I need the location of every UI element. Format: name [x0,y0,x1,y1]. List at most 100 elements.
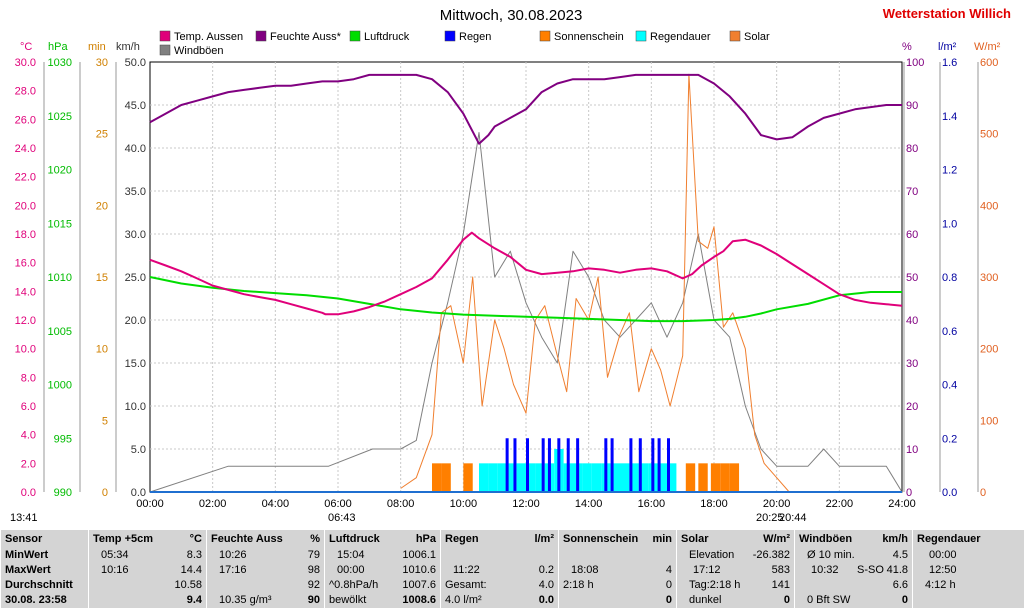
rain-tick-label: 0.8 [942,272,957,284]
wind-tick-label: 35.0 [125,186,146,198]
raind-head: Regendauer [917,533,981,545]
solar-state: dunkel [689,594,722,606]
wind-tick-label: 30.0 [125,229,146,241]
stats-title: Sensor [5,533,43,545]
wind-tick-label: 15.0 [125,358,146,370]
min-unit-label: min [88,41,106,53]
temp-tick-label: 0.0 [21,487,36,499]
temp-tick-label: 24.0 [15,143,36,155]
temp-tick-label: 20.0 [15,200,36,212]
min-tick-label: 5 [102,415,108,427]
legend-swatch [729,30,741,42]
solar-tick-label: 400 [980,200,998,212]
raindur-bar [526,463,536,492]
rain-tick-label: 0.2 [942,433,957,445]
series-feuchte [149,73,902,145]
solar-elev-label: Elevation [689,549,735,561]
rain-bar [576,438,580,492]
legend-label: Solar [744,31,770,43]
stats-max-label: MaxWert [5,564,51,576]
raindur-bar [657,463,667,492]
wind-tick-label: 50.0 [125,57,146,69]
raindur-bar [582,463,592,492]
wind-tick-label: 45.0 [125,100,146,112]
sunshine-bar [685,463,696,492]
press-current: 1008.6 [402,594,436,606]
rain-tick-label: 0.6 [942,326,957,338]
min-tick-label: 20 [96,200,108,212]
raindur-bar [667,463,677,492]
legend-swatch [444,30,456,42]
stats-col-temp: Temp +5cm °C 05:34 8.3 10:16 14.4 10.58 9.4 [88,530,206,608]
x-tick-label: 00:00 [136,498,164,510]
series-temp-aussen [149,231,903,316]
press-unit: hPa [415,533,436,545]
solar-tick-label: 500 [980,129,998,141]
solar-elev: -26.382 [752,549,790,561]
wind-max-dir: S-SO [857,564,884,576]
press-tick-label: 1005 [48,326,72,338]
legend-swatch [539,30,551,42]
raind-max: 12:50 [929,564,957,576]
temp-tick-label: 4.0 [21,430,36,442]
legend-swatch [255,30,267,42]
sunrise-time: 06:43 [328,512,356,524]
stats-col-sunshine: Sonnenschein min 18:08 4 2:18 h 0 0 [558,530,676,608]
hum-tick-label: 40 [906,315,918,327]
hum-abs: 10.35 g/m³ [219,594,272,606]
sun-event-right: 20:44 [779,512,807,524]
rain-bar [566,438,570,492]
x-tick-label: 14:00 [575,498,603,510]
series-solar [400,73,790,493]
hum-max-time: 17:16 [219,564,247,576]
stats-current-label: 30.08. 23:58 [5,594,67,606]
rain-current: 0.0 [538,594,554,606]
temp-tick-label: 28.0 [15,86,36,98]
solar-unit: W/m² [763,533,790,545]
temp-tick-label: 6.0 [21,401,36,413]
x-tick-label: 18:00 [700,498,728,510]
press-forecast: bewölkt [329,594,367,606]
weather-chart: 00:00 02:00 04:00 06:00 08:00 10:00 12:00 14:00… [10,6,1011,524]
wind-avg: 6.6 [892,579,908,591]
press-tick-label: 1030 [48,57,72,69]
hum-tick-label: 10 [906,444,918,456]
rain-bar [541,438,545,492]
solar-tick-label: 200 [980,344,998,356]
rain-tick-label: 1.2 [942,165,957,177]
legend-label: Temp. Aussen [174,31,243,43]
rain-bar [505,438,509,492]
axes-layer: 00:00 02:00 04:00 06:00 08:00 10:00 12:00 14:00… [15,41,1001,510]
press-tick-label: 1020 [48,165,72,177]
stats-avg-label: Durchschnitt [5,579,73,591]
stats-col-solar: Solar W/m² Elevation -26.382 17:12 583 Tag:… [676,530,794,608]
solar-tick-label: 100 [980,415,998,427]
hum-current: 90 [307,594,320,606]
press-min-time: 15:04 [337,549,365,561]
wind-max-time: 10:32 [811,564,839,576]
temp-unit-label: °C [20,41,32,53]
legend-label: Windböen [174,45,224,57]
rain-bar [526,438,529,492]
rain-max: 0.2 [538,564,554,576]
min-tick-label: 25 [96,129,108,141]
min-tick-label: 0 [102,487,108,499]
sunshine-bar [729,463,740,492]
raindur-bar [629,463,639,492]
legend-label: Regendauer [650,31,711,43]
press-avg: 1007.6 [402,579,436,591]
hum-avg: 92 [307,579,320,591]
rain-bar [604,438,608,492]
sunshine-bar [720,463,730,492]
raindur-bar [497,463,508,492]
sunshine-bar [463,463,473,492]
hum-max: 98 [307,564,320,576]
wind-bft: 0 Bft SW [807,594,851,606]
temp-tick-label: 8.0 [21,372,36,384]
solar-tick-label: 600 [980,57,998,69]
press-tick-label: 995 [54,433,72,445]
sunshine-bar [432,463,442,492]
wind-avg10: 4.5 [892,549,908,561]
chart-grid [149,61,903,493]
temp-tick-label: 30.0 [15,57,36,69]
